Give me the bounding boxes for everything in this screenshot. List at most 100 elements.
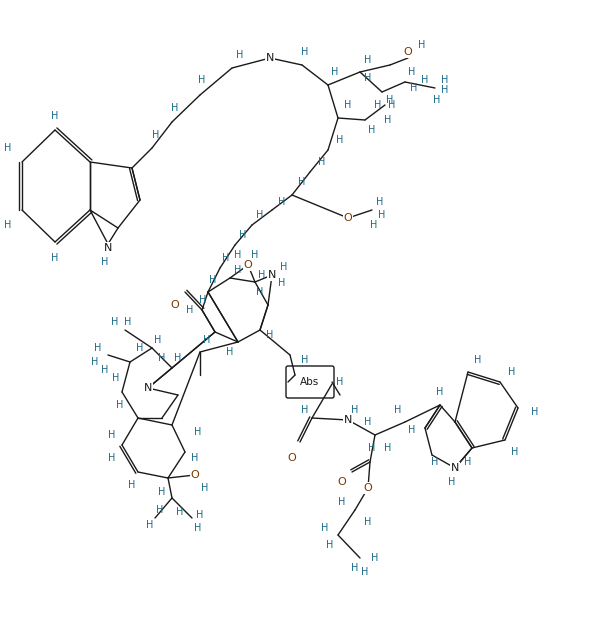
Text: H: H <box>336 135 344 145</box>
Text: H: H <box>136 343 144 353</box>
Text: H: H <box>431 457 439 467</box>
Text: H: H <box>91 357 99 367</box>
Text: H: H <box>194 427 201 437</box>
Text: H: H <box>4 220 12 230</box>
Text: H: H <box>338 497 346 507</box>
Text: H: H <box>384 115 392 125</box>
Text: H: H <box>464 457 472 467</box>
Text: H: H <box>191 453 198 463</box>
Text: H: H <box>331 67 339 77</box>
Text: O: O <box>287 453 296 463</box>
Text: H: H <box>441 85 449 95</box>
Text: H: H <box>226 347 234 357</box>
Text: H: H <box>474 355 482 365</box>
Text: H: H <box>108 453 115 463</box>
Text: H: H <box>351 563 359 573</box>
Text: Abs: Abs <box>300 377 320 387</box>
Text: H: H <box>234 250 241 260</box>
Text: H: H <box>156 505 164 515</box>
Text: H: H <box>256 287 264 297</box>
Text: H: H <box>154 335 162 345</box>
Text: H: H <box>371 553 379 563</box>
Text: H: H <box>153 130 160 140</box>
Text: H: H <box>531 407 539 417</box>
Text: H: H <box>203 335 211 345</box>
Text: N: N <box>104 243 112 253</box>
Text: H: H <box>266 330 274 340</box>
Text: H: H <box>421 75 429 85</box>
Text: H: H <box>279 197 286 207</box>
Text: H: H <box>365 73 372 83</box>
Text: H: H <box>101 365 109 375</box>
Text: H: H <box>199 295 207 305</box>
Text: H: H <box>322 523 329 533</box>
Text: H: H <box>378 210 386 220</box>
Text: H: H <box>196 510 204 520</box>
Text: O: O <box>343 213 352 223</box>
Text: H: H <box>252 250 259 260</box>
Text: H: H <box>198 75 206 85</box>
Text: H: H <box>508 367 516 377</box>
Text: H: H <box>128 480 135 490</box>
Text: N: N <box>266 53 274 63</box>
FancyBboxPatch shape <box>286 366 334 398</box>
Text: H: H <box>158 487 166 497</box>
Text: H: H <box>111 317 119 327</box>
Text: H: H <box>171 103 178 113</box>
Text: H: H <box>124 317 132 327</box>
Text: H: H <box>418 40 426 50</box>
Text: H: H <box>236 50 244 60</box>
Text: H: H <box>201 483 209 493</box>
Text: H: H <box>158 353 166 363</box>
Text: O: O <box>191 470 199 480</box>
Text: H: H <box>51 253 59 263</box>
Text: H: H <box>511 447 519 457</box>
Text: H: H <box>326 540 334 550</box>
Text: H: H <box>186 305 194 315</box>
Text: H: H <box>108 430 115 440</box>
Text: N: N <box>451 463 459 473</box>
Text: H: H <box>351 405 359 415</box>
Text: H: H <box>368 443 376 453</box>
Text: H: H <box>375 100 382 110</box>
Text: H: H <box>234 265 241 275</box>
Text: H: H <box>368 125 376 135</box>
Text: H: H <box>365 417 372 427</box>
Text: H: H <box>94 343 102 353</box>
Text: H: H <box>448 477 456 487</box>
Text: H: H <box>239 230 247 240</box>
Text: H: H <box>345 100 352 110</box>
Text: O: O <box>403 47 412 57</box>
Text: O: O <box>337 477 346 487</box>
Text: N: N <box>268 270 276 280</box>
Text: H: H <box>259 270 266 280</box>
Text: H: H <box>194 523 201 533</box>
Text: H: H <box>376 197 383 207</box>
Text: H: H <box>51 111 59 121</box>
Text: H: H <box>336 377 344 387</box>
Text: H: H <box>176 507 184 517</box>
Text: H: H <box>361 567 369 577</box>
Text: H: H <box>146 520 154 530</box>
Text: H: H <box>388 100 396 110</box>
Text: H: H <box>365 55 372 65</box>
Text: H: H <box>408 425 416 435</box>
Text: H: H <box>256 210 264 220</box>
Text: O: O <box>363 483 372 493</box>
Text: H: H <box>112 373 120 383</box>
Text: H: H <box>386 95 393 105</box>
Text: H: H <box>222 253 230 263</box>
Text: H: H <box>298 177 306 187</box>
Text: H: H <box>394 405 402 415</box>
Text: H: H <box>302 47 309 57</box>
Text: H: H <box>302 405 309 415</box>
Text: H: H <box>436 387 444 397</box>
Text: H: H <box>302 355 309 365</box>
Text: H: H <box>384 443 392 453</box>
Text: H: H <box>370 220 378 230</box>
Text: H: H <box>365 517 372 527</box>
Text: H: H <box>4 143 12 153</box>
Text: N: N <box>344 415 352 425</box>
Text: H: H <box>441 75 449 85</box>
Text: H: H <box>434 95 441 105</box>
